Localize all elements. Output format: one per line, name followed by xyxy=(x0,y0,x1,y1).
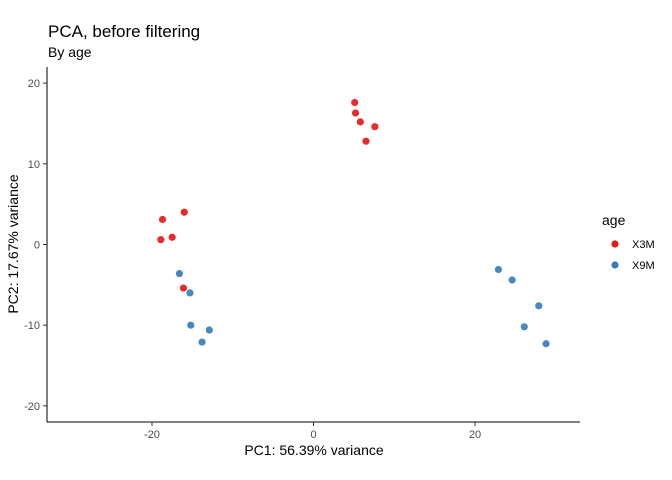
y-tick-label: 0 xyxy=(34,240,40,252)
plot-area: -20 0 20 -20 -10 0 10 20 xyxy=(24,67,580,441)
chart-subtitle: By age xyxy=(48,44,92,60)
data-point-x3m xyxy=(179,284,188,292)
y-tick-label: -10 xyxy=(24,320,40,332)
data-point-x9m xyxy=(520,323,528,331)
data-point-x3m xyxy=(371,123,379,131)
data-point-x3m xyxy=(158,215,167,224)
legend-key-x3m xyxy=(611,240,619,248)
legend-label-x9m: X9M xyxy=(632,260,655,272)
chart-title: PCA, before filtering xyxy=(48,22,200,41)
x-tick-label: -20 xyxy=(144,429,160,441)
data-point-x9m xyxy=(494,265,503,274)
data-point-x9m xyxy=(535,302,543,310)
legend-key-x9m xyxy=(611,261,619,269)
data-points xyxy=(157,98,550,348)
x-tick-label: 20 xyxy=(469,429,481,441)
data-point-x3m xyxy=(356,118,364,126)
data-point-x3m xyxy=(362,137,370,145)
data-point-x9m xyxy=(175,269,184,278)
legend-items: X3M X9M xyxy=(611,239,655,272)
data-point-x9m xyxy=(187,321,195,329)
y-tick-label: 20 xyxy=(28,78,40,90)
legend: age X3M X9M xyxy=(602,212,655,272)
y-axis-title: PC2: 17.67% variance xyxy=(5,174,21,314)
y-tick-label: -20 xyxy=(24,401,40,413)
x-tick-label: 0 xyxy=(310,429,316,441)
legend-label-x3m: X3M xyxy=(632,239,655,251)
legend-title: age xyxy=(602,212,626,228)
y-tick-label: 10 xyxy=(28,159,40,171)
data-point-x9m xyxy=(205,326,213,334)
data-point-x3m xyxy=(168,233,176,241)
data-point-x3m xyxy=(180,208,188,216)
data-point-x9m xyxy=(186,289,194,297)
data-point-x3m xyxy=(351,98,359,107)
data-point-x9m xyxy=(198,338,206,346)
y-axis-ticks: -20 -10 0 10 20 xyxy=(24,78,47,413)
x-axis-title: PC1: 56.39% variance xyxy=(244,442,384,458)
data-point-x9m xyxy=(542,340,550,348)
data-point-x9m xyxy=(508,276,516,284)
data-point-x3m xyxy=(157,236,165,244)
data-point-x3m xyxy=(351,109,360,117)
x-axis-ticks: -20 0 20 xyxy=(144,422,481,441)
